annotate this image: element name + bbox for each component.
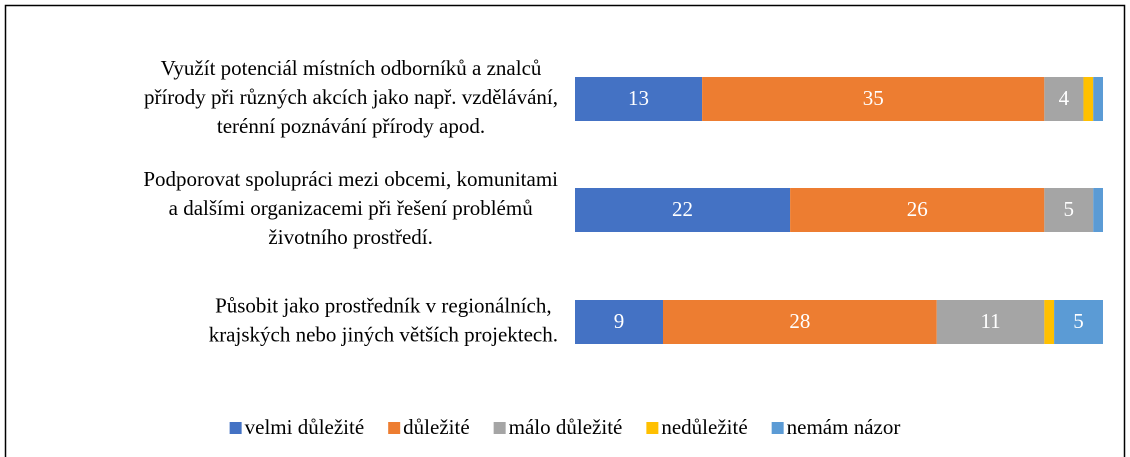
category-label: Využít potenciál místních odborníků a zn… [161, 56, 542, 80]
bar-segment [1054, 300, 1103, 344]
data-label: 5 [1073, 309, 1084, 333]
data-label: 13 [628, 86, 649, 110]
legend-swatch [229, 422, 242, 434]
bar-segment [936, 300, 1045, 344]
bar-segment [663, 300, 937, 344]
legend-label: nedůležité [661, 415, 747, 439]
category-label: životního prostředí. [268, 225, 432, 249]
data-label: 35 [863, 86, 884, 110]
category-label: terénní poznávání přírody apod. [217, 114, 485, 138]
bar-segment [702, 77, 1045, 121]
bar-segment [575, 188, 791, 232]
legend-label: velmi důležité [245, 415, 365, 439]
legend-label: důležité [403, 415, 469, 439]
bar-segment [1044, 188, 1094, 232]
category-label: krajských nebo jiných větších projektech… [209, 322, 558, 346]
bar-segment [575, 300, 663, 344]
category-label: přírody při různých akcích jako např. vz… [144, 85, 558, 109]
legend-swatch [771, 422, 784, 434]
category-label: Podporovat spolupráci mezi obcemi, komun… [143, 167, 558, 191]
bar-segment [1093, 77, 1103, 121]
bar-segment [1093, 188, 1103, 232]
legend-swatch [646, 422, 659, 434]
bar-segment [790, 188, 1045, 232]
data-label: 9 [614, 309, 625, 333]
data-label: 4 [1059, 86, 1070, 110]
legend-swatch [388, 422, 401, 434]
legend-swatch [493, 422, 506, 434]
data-label: 28 [789, 309, 810, 333]
data-label: 26 [907, 197, 928, 221]
legend-label: málo důležité [509, 415, 623, 439]
data-label: 22 [672, 197, 693, 221]
frame [4, 4, 1126, 457]
data-label: 5 [1064, 197, 1075, 221]
category-label: a dalšími organizacemi při řešení problé… [169, 196, 534, 220]
bar-segment [1044, 300, 1055, 344]
legend-label: nemám názor [787, 415, 901, 439]
bar-segment [575, 77, 703, 121]
data-label: 11 [980, 309, 1000, 333]
bar-segment [1044, 77, 1084, 121]
bar-segment [1083, 77, 1094, 121]
category-label: Působit jako prostředník v regionálních, [215, 293, 552, 317]
